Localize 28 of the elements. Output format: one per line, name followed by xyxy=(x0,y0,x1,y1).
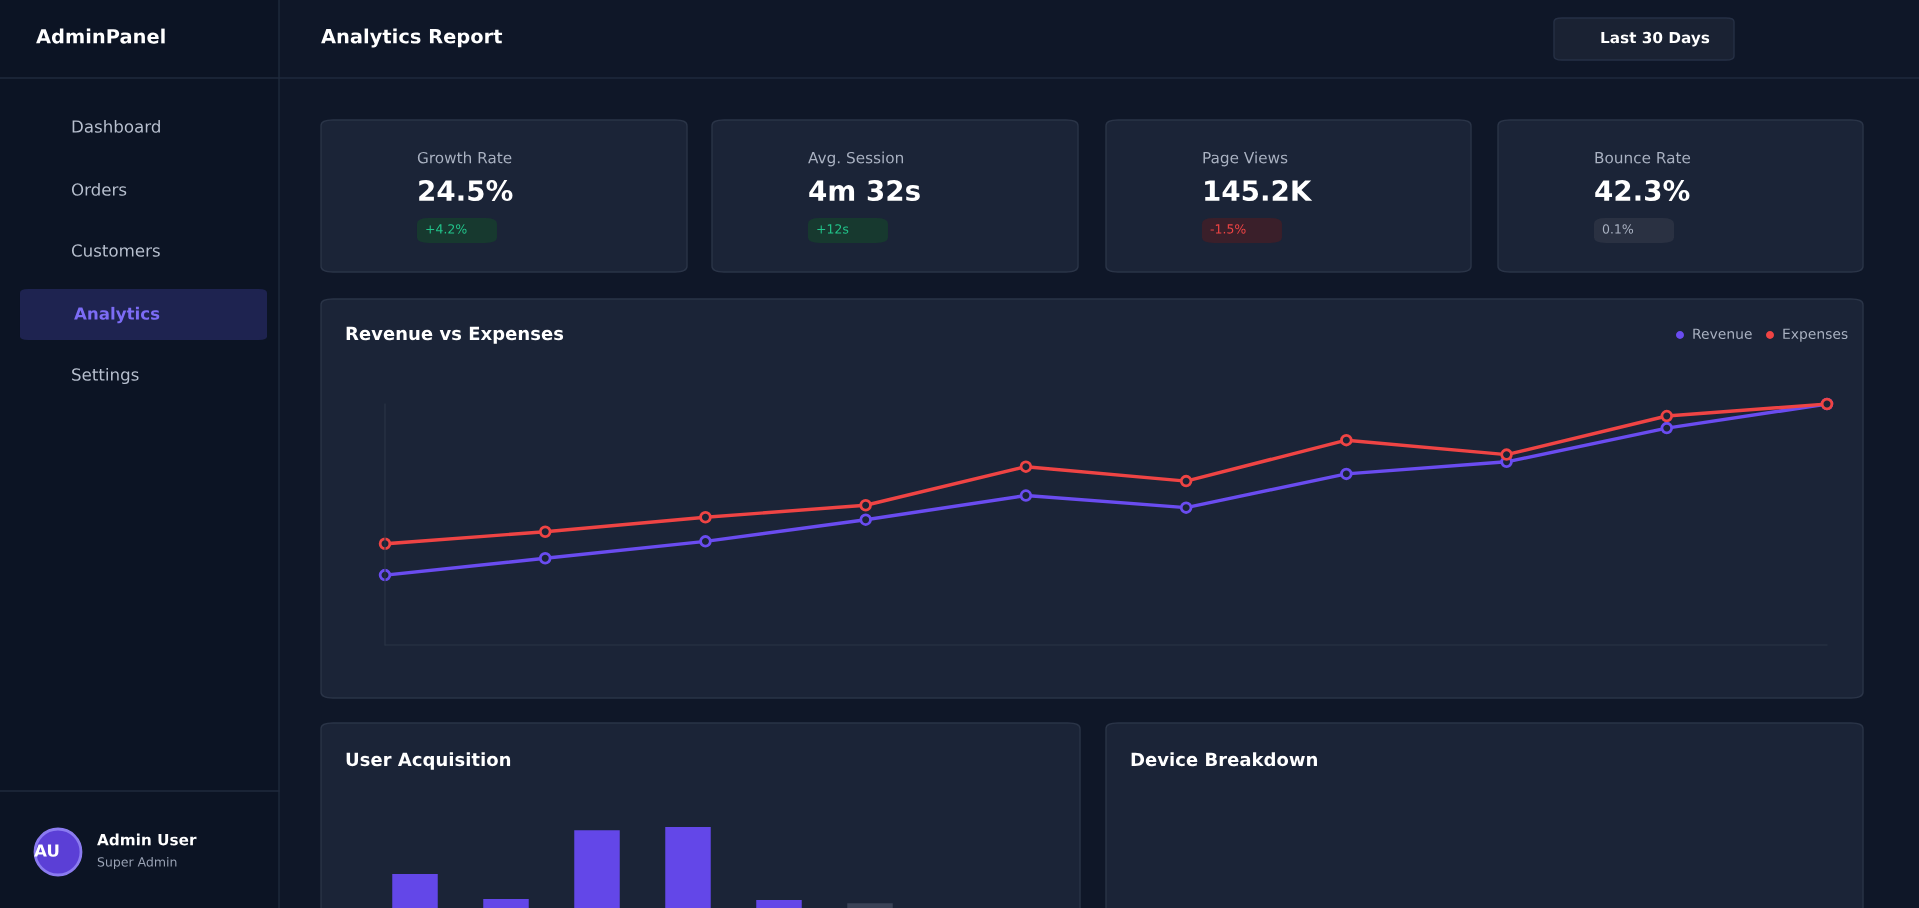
text: Settings xyxy=(72,367,139,385)
legend-label: Expenses xyxy=(1783,328,1848,342)
text: 0.1% xyxy=(1602,224,1634,234)
text: +12s xyxy=(817,224,849,234)
text: Page Views xyxy=(1203,151,1288,167)
text: Customers xyxy=(71,244,160,257)
legend-label: Revenue xyxy=(1693,328,1752,340)
text: Dashboard xyxy=(72,119,160,133)
text: +4.2% xyxy=(426,224,467,234)
text: 24.5% xyxy=(419,180,513,202)
chart-title: Revenue vs Expenses xyxy=(346,326,564,344)
text: AdminPanel xyxy=(36,28,165,44)
text: 145.2K xyxy=(1205,180,1313,202)
text: Device Breakdown xyxy=(1131,752,1317,767)
text: Admin User xyxy=(97,833,197,846)
text: AU xyxy=(34,844,59,857)
text: Orders xyxy=(71,182,127,196)
chart-title: User Acquisition xyxy=(346,752,511,770)
text: Super Admin xyxy=(97,856,177,870)
text: Analytics Report xyxy=(321,28,503,48)
text: 42.3% xyxy=(1595,180,1690,202)
text: 4m 32s xyxy=(809,180,920,202)
text: Last 30 Days xyxy=(1601,31,1710,47)
text: Avg. Session xyxy=(808,151,903,167)
text: Bounce Rate xyxy=(1595,152,1691,164)
text: Growth Rate xyxy=(417,151,512,164)
text: -1.5% xyxy=(1210,224,1246,234)
text: Analytics xyxy=(74,306,160,324)
